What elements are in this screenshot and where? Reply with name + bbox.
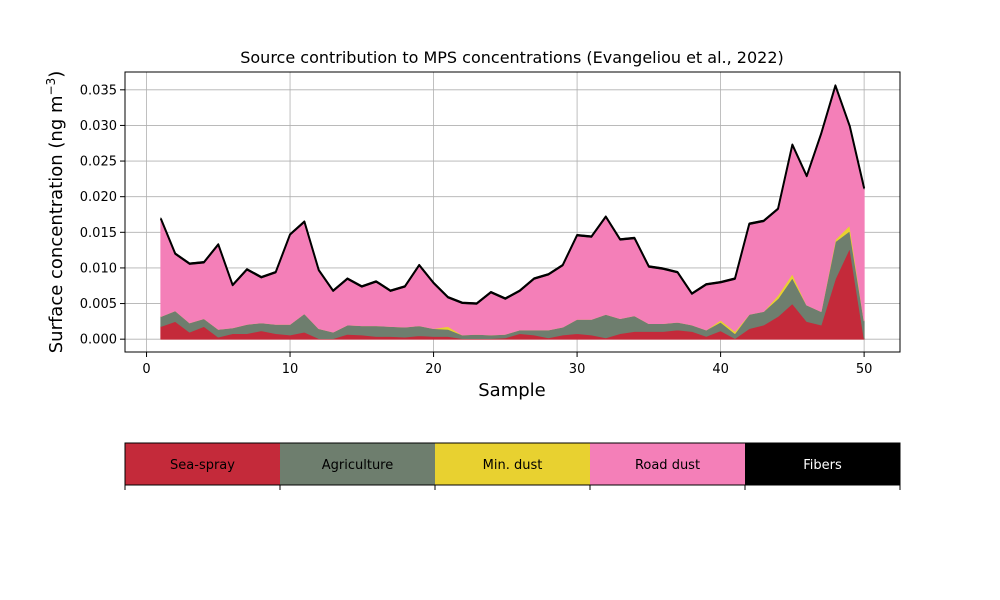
x-tick-label: 50 (856, 362, 873, 377)
legend-swatch-sea-spray (125, 443, 280, 485)
y-tick-label: 0.030 (80, 119, 117, 134)
y-axis-title-exponent: −3 (44, 78, 58, 96)
y-tick-label: 0.000 (80, 333, 117, 348)
legend-frame (124, 442, 901, 486)
y-tick-label: 0.020 (80, 190, 117, 205)
x-axis-title: Sample (478, 380, 546, 401)
y-tick-label: 0.010 (80, 261, 117, 276)
y-axis-title: Surface concentration (ng m−3) (44, 71, 67, 354)
axes (124, 71, 901, 353)
y-tick-label: 0.025 (80, 155, 117, 170)
stacked-areas (159, 84, 866, 340)
legend-label-road-dust: Road dust (635, 458, 700, 473)
legend-swatch-road-dust (590, 443, 745, 485)
legend-label-fibers: Fibers (803, 458, 842, 473)
y-axis-title-text: Surface concentration (ng m (46, 95, 67, 353)
x-tick-label: 10 (282, 362, 299, 377)
area-road-dust (160, 85, 865, 336)
y-tick-label: 0.015 (80, 226, 117, 241)
x-tick-label: 20 (425, 362, 442, 377)
x-tick-label: 40 (712, 362, 729, 377)
legend-label-min-dust: Min. dust (483, 458, 543, 473)
chart-title: Source contribution to MPS concentration… (240, 48, 784, 67)
y-axis-title-close: ) (46, 71, 67, 78)
legend-label-sea-spray: Sea-spray (170, 458, 235, 473)
legend: Sea-spray Agriculture Min. dust Road dust Fi… (124, 442, 901, 490)
legend-swatch-min-dust (435, 443, 590, 485)
y-tick-label: 0.005 (80, 297, 117, 312)
total-outline-line (159, 84, 866, 305)
legend-swatch-fibers (745, 443, 900, 485)
ticks: 0 10 20 30 40 50 0.000 0.005 0.010 0.015 0.020 0.02… (80, 83, 873, 377)
plot-frame (124, 71, 901, 353)
y-tick-label: 0.035 (80, 83, 117, 98)
x-tick-label: 30 (569, 362, 586, 377)
legend-swatch-agriculture (280, 443, 435, 485)
x-tick-label: 0 (142, 362, 150, 377)
legend-label-agriculture: Agriculture (322, 458, 394, 473)
